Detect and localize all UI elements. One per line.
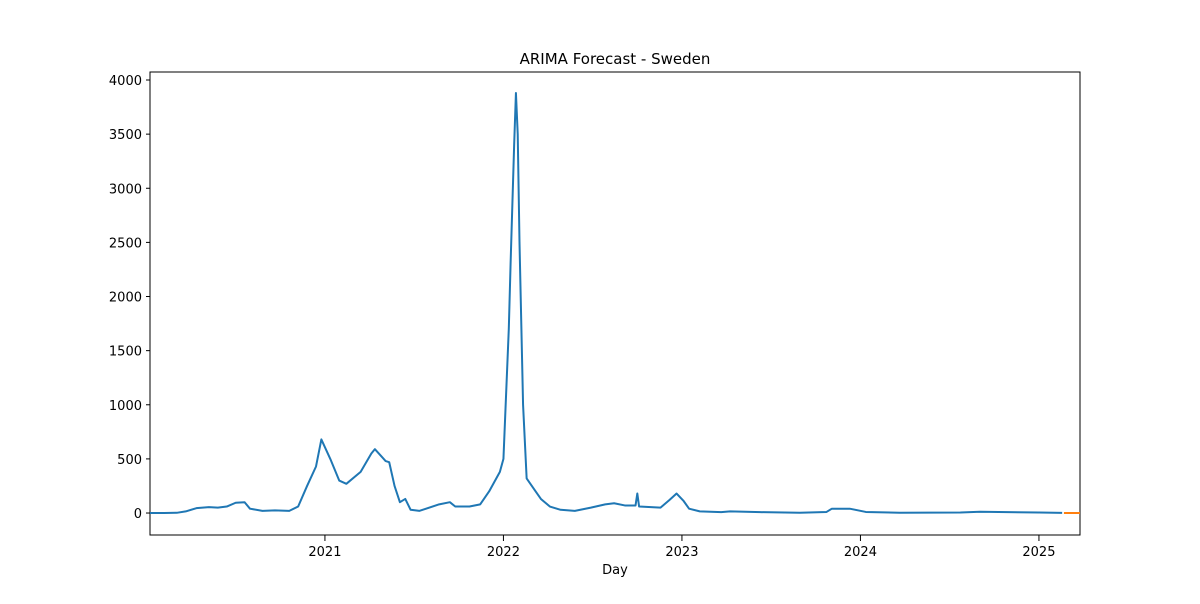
x-tick-label: 2022 <box>487 545 520 560</box>
y-tick-label: 500 <box>117 453 142 468</box>
y-tick-label: 1000 <box>109 399 142 414</box>
y-tick-label: 3000 <box>109 182 142 197</box>
x-axis-label: Day <box>602 563 628 578</box>
y-tick-label: 1500 <box>109 345 142 360</box>
y-tick-label: 0 <box>134 507 142 522</box>
x-tick-label: 2021 <box>308 545 341 560</box>
x-tick-label: 2023 <box>665 545 698 560</box>
x-tick-label: 2024 <box>844 545 877 560</box>
chart-title: ARIMA Forecast - Sweden <box>520 50 711 68</box>
y-tick-label: 2000 <box>109 291 142 306</box>
x-tick-label: 2025 <box>1022 545 1055 560</box>
y-tick-label: 3500 <box>109 128 142 143</box>
plot-frame <box>149 71 1081 536</box>
y-tick-label: 4000 <box>109 74 142 89</box>
y-tick-label: 2500 <box>109 236 142 251</box>
series-line <box>150 92 1063 515</box>
